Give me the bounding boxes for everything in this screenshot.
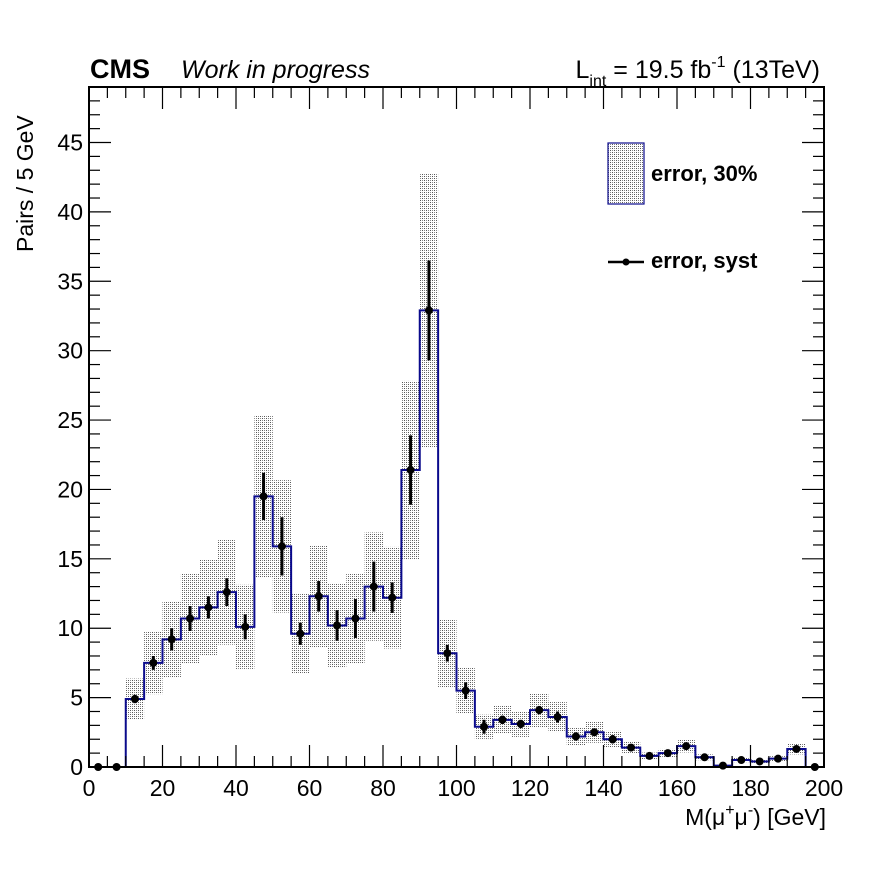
- y-tick-label: 5: [70, 685, 83, 711]
- data-point: [241, 622, 250, 631]
- data-point: [700, 753, 709, 762]
- legend-band-label: error, 30%: [651, 161, 757, 186]
- x-tick-label: 80: [370, 775, 396, 801]
- x-tick-label: 0: [83, 775, 96, 801]
- data-point: [553, 713, 562, 722]
- legend-points-label: error, syst: [651, 248, 758, 273]
- x-tick-label: 40: [223, 775, 249, 801]
- data-point: [718, 761, 727, 770]
- status-label: Work in progress: [181, 56, 370, 84]
- y-tick-label: 0: [70, 754, 83, 780]
- data-point: [645, 751, 654, 760]
- x-tick-label: 120: [511, 775, 549, 801]
- data-point: [443, 649, 452, 658]
- y-tick-label: 40: [57, 199, 83, 225]
- data-point: [792, 744, 801, 753]
- data-point: [737, 756, 746, 765]
- y-tick-label: 35: [57, 268, 83, 294]
- data-point: [461, 686, 470, 695]
- data-point: [627, 743, 636, 752]
- axis-ticks: [88, 86, 825, 768]
- data-point: [333, 621, 342, 630]
- x-tick-label: 140: [584, 775, 622, 801]
- y-tick-labels: 0 5 10 15 20 25 30 35 40 45: [57, 130, 83, 780]
- x-tick-label: 160: [658, 775, 696, 801]
- x-tick-label: 60: [297, 775, 323, 801]
- data-points: [94, 260, 819, 771]
- experiment-label: CMS: [90, 54, 150, 84]
- data-point: [755, 757, 764, 766]
- data-point: [608, 735, 617, 744]
- x-tick-label: 180: [731, 775, 769, 801]
- x-tick-label: 100: [437, 775, 475, 801]
- data-point: [388, 593, 397, 602]
- x-tick-label: 200: [805, 775, 843, 801]
- data-point: [204, 603, 213, 612]
- x-tick-label: 20: [150, 775, 176, 801]
- data-point: [314, 592, 323, 601]
- data-point: [406, 466, 415, 475]
- x-axis-title: M(μ+μ-) [GeV]: [685, 802, 826, 830]
- data-point: [277, 542, 286, 551]
- data-point: [516, 719, 525, 728]
- y-tick-label: 20: [57, 476, 83, 502]
- legend: error, 30% error, syst: [607, 142, 758, 273]
- legend-points-marker: [622, 258, 630, 266]
- data-point: [296, 629, 305, 638]
- y-tick-label: 25: [57, 407, 83, 433]
- legend-band-swatch: [607, 142, 645, 205]
- data-point: [369, 582, 378, 591]
- data-point: [663, 749, 672, 758]
- data-point: [498, 715, 507, 724]
- data-point: [130, 695, 139, 703]
- data-point: [774, 754, 783, 763]
- data-point: [571, 732, 580, 741]
- y-axis-title: Pairs / 5 GeV: [12, 115, 38, 252]
- data-point: [186, 614, 195, 623]
- y-tick-label: 30: [57, 338, 83, 364]
- data-point: [682, 742, 691, 751]
- data-point: [535, 706, 544, 715]
- data-point: [590, 728, 599, 737]
- data-point: [167, 635, 176, 644]
- data-point: [424, 306, 433, 315]
- data-point: [259, 492, 268, 501]
- y-tick-label: 15: [57, 546, 83, 572]
- x-tick-labels: 0 20 40 60 80 100 120 140 160 180 200: [83, 775, 844, 801]
- y-tick-label: 10: [57, 615, 83, 641]
- data-point: [149, 658, 158, 667]
- luminosity-label: Lint = 19.5 fb-1 (13TeV): [576, 54, 820, 90]
- data-point: [480, 722, 489, 731]
- data-point: [222, 588, 231, 597]
- data-point: [351, 614, 360, 623]
- y-tick-label: 45: [57, 130, 83, 156]
